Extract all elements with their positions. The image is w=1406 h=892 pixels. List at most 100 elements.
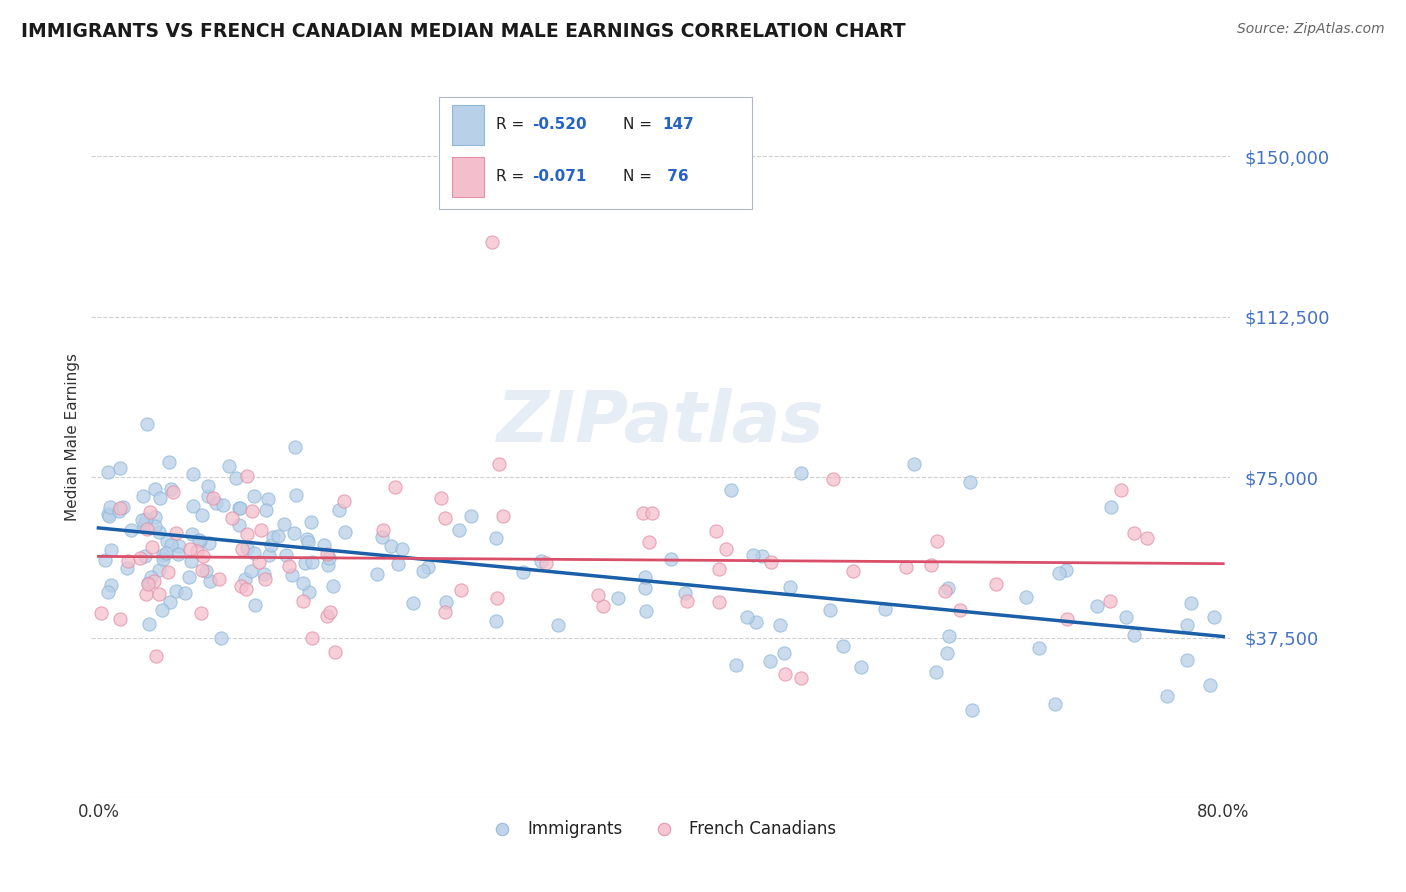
Point — [167, 547, 190, 561]
Point — [159, 595, 181, 609]
Point — [1177, 618, 1199, 632]
Text: Source: ZipAtlas.com: Source: ZipAtlas.com — [1237, 22, 1385, 37]
Point — [131, 513, 153, 527]
Point — [228, 518, 250, 533]
Point — [212, 498, 235, 512]
Point — [1056, 612, 1078, 626]
Point — [724, 657, 747, 672]
Point — [481, 235, 503, 249]
Point — [174, 585, 197, 599]
Point — [180, 554, 202, 568]
Point — [295, 532, 318, 546]
Point — [253, 572, 276, 586]
FancyBboxPatch shape — [439, 97, 752, 210]
Point — [638, 534, 661, 549]
Point — [714, 541, 737, 556]
Point — [108, 612, 131, 626]
Point — [818, 603, 841, 617]
Point — [631, 506, 654, 520]
Point — [486, 591, 509, 605]
Point — [641, 506, 664, 520]
Point — [1047, 566, 1070, 580]
Point — [259, 538, 281, 552]
Point — [319, 605, 342, 619]
Point — [301, 632, 323, 646]
Point — [920, 558, 942, 572]
Point — [156, 533, 179, 548]
Point — [606, 591, 628, 605]
FancyBboxPatch shape — [453, 157, 484, 197]
Point — [274, 549, 297, 563]
Point — [205, 496, 228, 510]
Point — [1199, 678, 1222, 692]
Text: N =: N = — [623, 169, 657, 185]
Point — [134, 518, 156, 533]
Point — [257, 548, 280, 562]
Point — [925, 533, 948, 548]
Point — [1085, 599, 1108, 613]
Point — [231, 542, 253, 557]
Point — [371, 530, 394, 544]
Point — [179, 542, 201, 557]
Point — [312, 538, 335, 552]
Point — [530, 554, 553, 568]
Point — [984, 576, 1007, 591]
Point — [1054, 563, 1077, 577]
Point — [117, 554, 139, 568]
Text: 147: 147 — [662, 118, 693, 132]
Point — [208, 572, 231, 586]
Point — [148, 524, 170, 539]
Point — [136, 522, 159, 536]
Point — [180, 526, 202, 541]
Point — [138, 617, 160, 632]
Text: N =: N = — [623, 118, 657, 132]
Point — [157, 565, 180, 579]
Point — [485, 531, 508, 545]
Point — [294, 556, 316, 570]
Point — [751, 549, 773, 563]
Point — [277, 559, 299, 574]
Point — [1043, 697, 1066, 711]
Point — [233, 572, 256, 586]
Point — [960, 703, 983, 717]
Point — [430, 491, 453, 505]
Point — [132, 489, 155, 503]
Point — [242, 490, 264, 504]
Point — [198, 574, 221, 589]
Point — [547, 617, 569, 632]
Point — [283, 525, 305, 540]
Point — [936, 581, 959, 595]
Point — [152, 552, 174, 566]
Point — [903, 458, 925, 472]
Point — [333, 493, 356, 508]
Point — [257, 492, 280, 507]
Point — [228, 500, 250, 515]
Point — [323, 645, 346, 659]
Point — [135, 512, 157, 526]
Point — [1015, 590, 1038, 604]
Point — [284, 488, 307, 502]
Point — [186, 544, 208, 558]
Point — [292, 575, 315, 590]
Point — [249, 524, 271, 538]
Point — [709, 562, 731, 576]
Point — [297, 535, 319, 549]
Point — [149, 491, 172, 505]
Text: ZIPatlas: ZIPatlas — [498, 388, 824, 457]
Point — [134, 549, 156, 563]
Point — [221, 511, 243, 525]
Point — [218, 459, 240, 474]
Point — [534, 556, 557, 570]
Point — [402, 596, 425, 610]
Point — [100, 542, 122, 557]
Text: IMMIGRANTS VS FRENCH CANADIAN MEDIAN MALE EARNINGS CORRELATION CHART: IMMIGRANTS VS FRENCH CANADIAN MEDIAN MAL… — [21, 22, 905, 41]
Point — [148, 587, 170, 601]
Point — [148, 563, 170, 577]
Point — [134, 516, 156, 531]
Point — [177, 570, 200, 584]
Point — [935, 646, 957, 660]
Point — [322, 579, 344, 593]
Point — [316, 558, 339, 573]
Legend: Immigrants, French Canadians: Immigrants, French Canadians — [479, 813, 842, 844]
Point — [120, 523, 142, 537]
